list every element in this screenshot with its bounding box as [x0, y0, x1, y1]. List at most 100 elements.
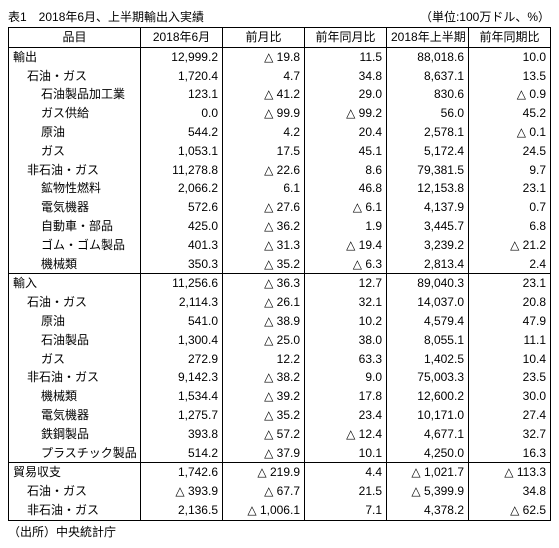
cell-value: 20.8: [469, 293, 551, 312]
cell-value: 2,066.2: [141, 179, 223, 198]
col-header: 前年同月比: [305, 28, 387, 48]
cell-value: 8,637.1: [387, 67, 469, 86]
table-row: 輸入11,256.6△ 36.312.789,040.323.1: [9, 274, 551, 293]
cell-value: 0.0: [141, 104, 223, 123]
col-header: 2018年6月: [141, 28, 223, 48]
header-row: 品目 2018年6月 前月比 前年同月比 2018年上半期 前年同期比: [9, 28, 551, 48]
cell-value: △ 31.3: [223, 236, 305, 255]
cell-value: 9,142.3: [141, 368, 223, 387]
cell-value: 1,742.6: [141, 463, 223, 482]
cell-value: 1,275.7: [141, 406, 223, 425]
cell-value: △ 35.2: [223, 406, 305, 425]
cell-value: △ 26.1: [223, 293, 305, 312]
cell-value: 47.9: [469, 312, 551, 331]
cell-value: 56.0: [387, 104, 469, 123]
cell-value: △ 36.2: [223, 217, 305, 236]
cell-value: △ 67.7: [223, 482, 305, 501]
cell-value: 23.1: [469, 274, 551, 293]
table-row: 石油・ガス1,720.44.734.88,637.113.5: [9, 67, 551, 86]
cell-value: 10,171.0: [387, 406, 469, 425]
cell-value: 2,578.1: [387, 123, 469, 142]
cell-value: △ 41.2: [223, 85, 305, 104]
cell-value: 541.0: [141, 312, 223, 331]
cell-value: △ 393.9: [141, 482, 223, 501]
row-label: ガス: [9, 350, 141, 369]
row-label: ガス供給: [9, 104, 141, 123]
row-label: 輸入: [9, 274, 141, 293]
cell-value: 34.8: [305, 67, 387, 86]
table-row: 機械類1,534.4△ 39.217.812,600.230.0: [9, 387, 551, 406]
row-label: 電気機器: [9, 406, 141, 425]
cell-value: 572.6: [141, 198, 223, 217]
cell-value: △ 27.6: [223, 198, 305, 217]
cell-value: 4.2: [223, 123, 305, 142]
cell-value: 32.1: [305, 293, 387, 312]
cell-value: 9.7: [469, 161, 551, 180]
cell-value: 5,172.4: [387, 142, 469, 161]
row-label: 鉄鋼製品: [9, 425, 141, 444]
cell-value: △ 0.9: [469, 85, 551, 104]
cell-value: △ 38.9: [223, 312, 305, 331]
cell-value: 2,114.3: [141, 293, 223, 312]
table-row: 原油544.24.220.42,578.1△ 0.1: [9, 123, 551, 142]
cell-value: 830.6: [387, 85, 469, 104]
cell-value: 12.2: [223, 350, 305, 369]
cell-value: 17.5: [223, 142, 305, 161]
cell-value: 12,600.2: [387, 387, 469, 406]
cell-value: 4,137.9: [387, 198, 469, 217]
table-row: 自動車・部品425.0△ 36.21.93,445.76.8: [9, 217, 551, 236]
cell-value: △ 12.4: [305, 425, 387, 444]
cell-value: 1,720.4: [141, 67, 223, 86]
cell-value: 10.2: [305, 312, 387, 331]
row-label: 石油・ガス: [9, 293, 141, 312]
table-row: 石油・ガス2,114.3△ 26.132.114,037.020.8: [9, 293, 551, 312]
cell-value: 11,278.8: [141, 161, 223, 180]
cell-value: 9.0: [305, 368, 387, 387]
cell-value: 11,256.6: [141, 274, 223, 293]
row-label: 輸出: [9, 47, 141, 66]
cell-value: 45.1: [305, 142, 387, 161]
cell-value: △ 6.3: [305, 255, 387, 274]
cell-value: 45.2: [469, 104, 551, 123]
cell-value: 544.2: [141, 123, 223, 142]
cell-value: 0.7: [469, 198, 551, 217]
cell-value: △ 25.0: [223, 331, 305, 350]
cell-value: 350.3: [141, 255, 223, 274]
cell-value: 123.1: [141, 85, 223, 104]
cell-value: 24.5: [469, 142, 551, 161]
cell-value: 21.5: [305, 482, 387, 501]
cell-value: 514.2: [141, 444, 223, 463]
table-row: 機械類350.3△ 35.2△ 6.32,813.42.4: [9, 255, 551, 274]
cell-value: 272.9: [141, 350, 223, 369]
source-note: （出所）中央統計庁: [8, 523, 550, 540]
table-row: 石油・ガス△ 393.9△ 67.721.5△ 5,399.934.8: [9, 482, 551, 501]
row-label: 石油・ガス: [9, 67, 141, 86]
row-label: 機械類: [9, 255, 141, 274]
cell-value: 6.8: [469, 217, 551, 236]
cell-value: 79,381.5: [387, 161, 469, 180]
cell-value: 401.3: [141, 236, 223, 255]
cell-value: △ 99.2: [305, 104, 387, 123]
table-row: プラスチック製品514.2△ 37.910.14,250.016.3: [9, 444, 551, 463]
cell-value: 10.0: [469, 47, 551, 66]
cell-value: 4,677.1: [387, 425, 469, 444]
cell-value: 3,239.2: [387, 236, 469, 255]
cell-value: 16.3: [469, 444, 551, 463]
cell-value: 4.4: [305, 463, 387, 482]
cell-value: 27.4: [469, 406, 551, 425]
table-row: 貿易収支1,742.6△ 219.94.4△ 1,021.7△ 113.3: [9, 463, 551, 482]
cell-value: 14,037.0: [387, 293, 469, 312]
row-label: 非石油・ガス: [9, 368, 141, 387]
cell-value: △ 1,021.7: [387, 463, 469, 482]
cell-value: △ 22.6: [223, 161, 305, 180]
cell-value: 3,445.7: [387, 217, 469, 236]
cell-value: △ 219.9: [223, 463, 305, 482]
cell-value: △ 6.1: [305, 198, 387, 217]
row-label: プラスチック製品: [9, 444, 141, 463]
row-label: 非石油・ガス: [9, 161, 141, 180]
table-row: 電気機器1,275.7△ 35.223.410,171.027.4: [9, 406, 551, 425]
table-row: 非石油・ガス11,278.8△ 22.68.679,381.59.7: [9, 161, 551, 180]
cell-value: 63.3: [305, 350, 387, 369]
row-label: 原油: [9, 123, 141, 142]
cell-value: △ 19.8: [223, 47, 305, 66]
